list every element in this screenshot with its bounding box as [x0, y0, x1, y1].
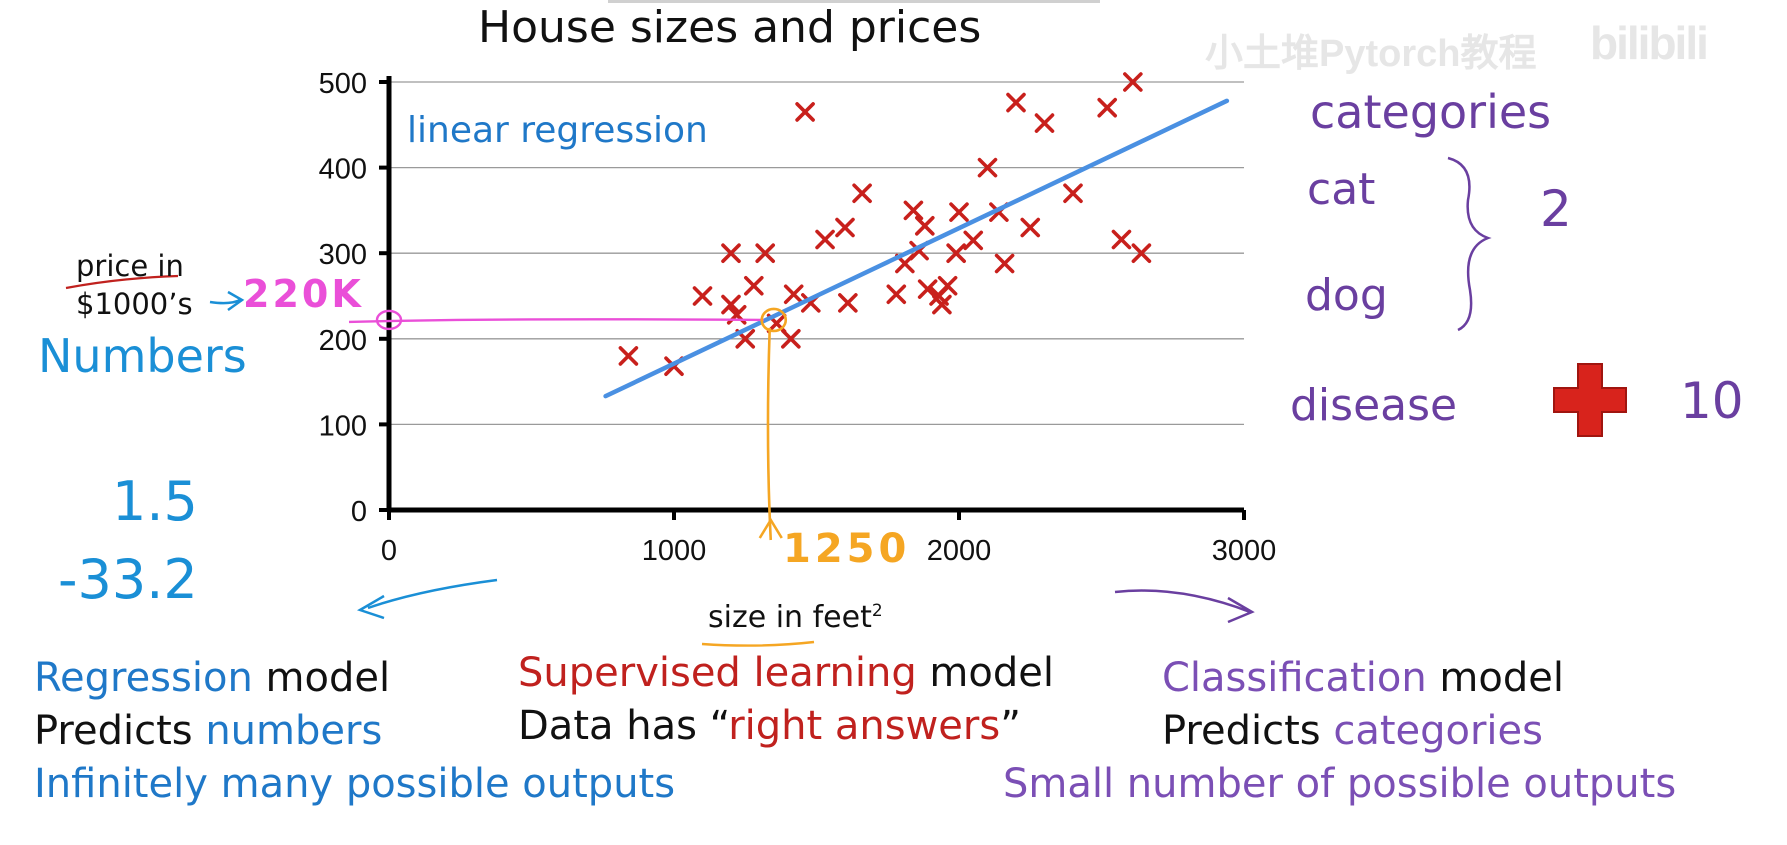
classification-title: Classification model	[1162, 655, 1564, 701]
price-arrow	[209, 290, 245, 312]
x-tick-label: 0	[381, 535, 397, 567]
data-point	[743, 275, 764, 296]
classification-line-2-accent: categories	[1333, 708, 1543, 754]
query-point-marker	[760, 307, 788, 333]
y-axis-label-line-1: price in	[76, 249, 184, 283]
data-point	[1123, 72, 1143, 92]
x-axis-label-text: size in feet	[708, 600, 872, 635]
data-point	[1111, 229, 1132, 250]
regression-line-2-accent: numbers	[205, 708, 383, 754]
y-tick-label: 0	[351, 496, 367, 528]
query-arrow	[758, 517, 783, 539]
x-axis-label-superscript: 2	[871, 601, 883, 621]
classification-line-2: Predicts categories	[1162, 708, 1543, 754]
regression-line-2-plain: Predicts	[34, 708, 206, 754]
category-cat: cat	[1307, 164, 1375, 215]
data-point	[932, 294, 952, 315]
regression-title-rest: model	[252, 655, 391, 701]
chart-title: House sizes and prices	[478, 2, 982, 53]
data-point	[815, 229, 835, 250]
x-axis-label: size in feet2	[708, 600, 883, 635]
prediction-line	[348, 318, 764, 324]
supervised-line-2-plain: Data has “	[518, 703, 729, 749]
classification-line-2-plain: Predicts	[1162, 708, 1334, 754]
data-point	[781, 328, 801, 349]
supervised-line-2: Data has “right answers”	[518, 703, 1021, 749]
x-tick-label: 3000	[1212, 535, 1277, 567]
data-point	[838, 293, 858, 313]
data-point	[692, 286, 713, 306]
data-point	[835, 217, 855, 238]
classification-line-3: Small number of possible outputs	[1003, 761, 1677, 807]
predicted-value-label: 220K	[243, 272, 364, 316]
x-tick-label: 2000	[927, 535, 992, 567]
ylabel-strike	[65, 274, 179, 290]
data-point	[977, 157, 998, 178]
regression-line-label: linear regression	[407, 110, 708, 151]
data-point	[963, 230, 984, 251]
data-point	[1006, 92, 1026, 113]
category-dog: dog	[1305, 270, 1388, 321]
classification-title-rest: model	[1426, 655, 1564, 701]
data-point	[755, 243, 776, 264]
data-point	[886, 284, 907, 305]
data-point	[946, 243, 966, 264]
y-axis-label-line-2: $1000’s	[76, 287, 193, 321]
data-point	[937, 275, 958, 296]
data-point	[949, 202, 969, 222]
data-point	[1097, 97, 1117, 118]
disease-count: 10	[1680, 372, 1744, 430]
y-tick-label: 300	[319, 239, 367, 271]
data-point	[1020, 217, 1041, 238]
classification-arrow	[1114, 589, 1255, 624]
y-tick-label: 100	[319, 410, 367, 442]
data-point	[917, 279, 938, 299]
prediction-marker	[375, 309, 403, 331]
supervised-accent: Supervised learning	[518, 650, 917, 696]
data-point	[618, 346, 639, 366]
xlabel-underline	[701, 640, 815, 647]
classification-accent: Classification	[1162, 655, 1427, 701]
medical-cross-icon	[1553, 363, 1627, 437]
data-point	[852, 183, 872, 204]
disease-note: disease	[1290, 380, 1457, 431]
x-tick-label: 1000	[642, 535, 707, 567]
data-point	[914, 216, 935, 236]
categories-note: categories	[1310, 85, 1551, 139]
data-point	[994, 253, 1015, 274]
y-tick-label: 400	[319, 154, 367, 186]
regression-arrow	[356, 578, 498, 620]
category-count: 2	[1540, 180, 1572, 238]
watermark-channel: 小土堆Pytorch教程	[1205, 33, 1537, 75]
data-point	[795, 102, 815, 122]
watermark-site-logo: bilibili	[1590, 17, 1709, 69]
top-divider	[608, 0, 1100, 3]
query-value-label: 1250	[783, 526, 910, 572]
example-number-2: -33.2	[58, 548, 198, 611]
regression-title: Regression model	[34, 655, 390, 701]
data-point	[721, 294, 741, 315]
supervised-title-rest: model	[916, 650, 1054, 696]
data-point	[1063, 183, 1083, 204]
data-point	[1131, 243, 1152, 264]
regression-line-2: Predicts numbers	[34, 708, 382, 754]
supervised-line-2-end: ”	[1000, 703, 1021, 749]
data-point	[783, 284, 804, 305]
data-point	[903, 200, 924, 221]
y-tick-label: 500	[319, 68, 367, 100]
regression-line	[603, 98, 1230, 399]
y-tick-label: 200	[319, 325, 367, 357]
example-number-1: 1.5	[112, 470, 198, 533]
y-axis-label: price in $1000’s	[76, 247, 193, 323]
data-point	[1034, 113, 1055, 133]
numbers-note: Numbers	[38, 329, 247, 383]
supervised-title: Supervised learning model	[518, 650, 1054, 696]
data-point	[721, 243, 741, 264]
category-brace	[1447, 156, 1492, 332]
regression-accent: Regression	[34, 655, 253, 701]
regression-line-3: Infinitely many possible outputs	[34, 761, 676, 807]
supervised-line-2-accent: right answers	[728, 703, 1001, 749]
query-line	[766, 327, 773, 541]
